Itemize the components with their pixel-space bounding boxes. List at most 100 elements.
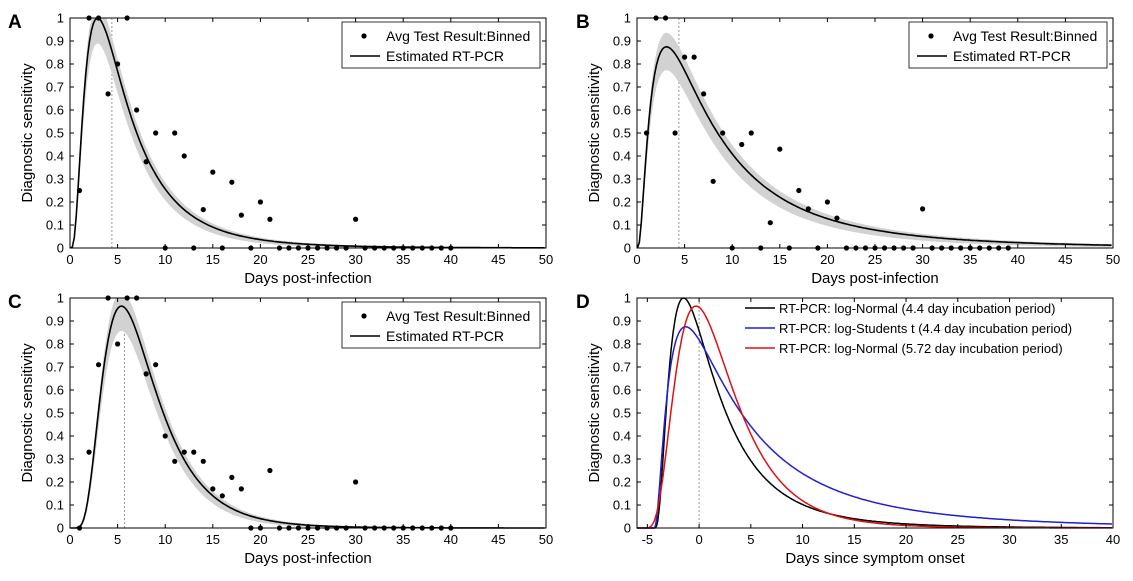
panel-label: C [8, 292, 22, 313]
panel-b: B 0 5 10 15 20 25 30 35 40 45 50 0 0.1 0.2 0.3 0.4 0.5 0.6… [576, 11, 1120, 288]
x-tick-label: 10 [158, 532, 172, 547]
y-tick-label: 0.1 [613, 218, 631, 233]
data-point [796, 187, 802, 194]
x-tick-label: 25 [301, 252, 315, 267]
y-tick-label: 0.2 [46, 475, 64, 490]
x-tick-label: 50 [539, 252, 553, 267]
legend-marker-dot [361, 313, 367, 319]
data-point [162, 433, 168, 439]
data-point [115, 61, 121, 67]
y-tick-label: 0.8 [46, 57, 64, 72]
panel-d: D -5 0 5 10 15 20 25 30 35 40 0 0.1 0.2 0.3 0.4 0.5 0.6 0.… [576, 291, 1120, 568]
x-tick-label: 35 [396, 532, 410, 547]
x-tick-label: 5 [747, 532, 754, 547]
y-tick-label: 0 [624, 241, 631, 256]
confidence-band [70, 298, 545, 528]
x-tick-label: 40 [444, 532, 458, 547]
x-tick-label: 0 [633, 252, 640, 267]
panel-label: B [576, 12, 590, 33]
y-tick-label: 0.7 [46, 360, 64, 375]
data-point [710, 178, 716, 184]
x-tick-label: 15 [206, 532, 220, 547]
y-tick-label: 0.2 [613, 475, 631, 490]
data-point [115, 341, 121, 347]
y-tick-label: 0.4 [46, 149, 64, 164]
data-point [257, 199, 263, 205]
data-point [238, 212, 244, 218]
y-tick-label: 0.9 [613, 314, 631, 329]
panel-a: A 0 5 10 15 20 25 30 35 40 45 50 0 0.1 0.2 0.3 0.4 0.5 0.6… [8, 11, 553, 288]
data-point [805, 206, 811, 212]
x-tick-label: 35 [1054, 532, 1068, 547]
panel-label: A [8, 12, 22, 33]
x-tick-label: 35 [963, 252, 977, 267]
data-point [210, 169, 216, 175]
legend-label: Avg Test Result:Binned [953, 28, 1097, 44]
data-point [691, 54, 697, 60]
data-point [767, 220, 773, 226]
y-tick-label: 0 [624, 521, 631, 536]
data-point [229, 474, 235, 480]
data-point [701, 91, 707, 97]
data-point [172, 458, 178, 464]
y-tick-label: 0.2 [613, 195, 631, 210]
y-tick-label: 0 [57, 521, 64, 536]
x-tick-label: 20 [899, 532, 913, 547]
x-tick-label: 30 [348, 532, 362, 547]
panel-label: D [576, 292, 590, 313]
data-point [267, 467, 273, 474]
data-point [739, 141, 745, 148]
x-tick-label: 20 [253, 252, 267, 267]
y-tick-label: 0.5 [613, 126, 631, 141]
x-tick-label: 40 [444, 252, 458, 267]
y-tick-label: 0.6 [613, 383, 631, 398]
x-tick-label: 30 [1002, 532, 1016, 547]
data-point [153, 362, 159, 368]
data-point [210, 486, 216, 492]
y-tick-label: 0.7 [613, 80, 631, 95]
data-point [105, 91, 111, 97]
data-point [200, 206, 206, 213]
y-tick-label: 0.3 [46, 452, 64, 467]
x-tick-label: 25 [868, 252, 882, 267]
x-tick-label: 25 [301, 532, 315, 547]
x-tick-label: 25 [951, 532, 965, 547]
legend-label: RT-PCR: log-Normal (5.72 day incubation … [779, 341, 1063, 356]
data-point [720, 130, 726, 136]
x-axis-label: Days post-infection [244, 550, 372, 567]
y-tick-label: 0.5 [46, 126, 64, 141]
y-tick-label: 0.1 [613, 498, 631, 513]
legend-label: Avg Test Result:Binned [386, 308, 530, 324]
y-tick-label: 0.1 [46, 218, 64, 233]
panel-c: C 0 5 10 15 20 25 30 35 40 45 50 0 0.1 0.2 0.3 0.4 0.5 0.6… [8, 291, 553, 568]
legend-marker-dot [361, 33, 367, 39]
x-tick-label: 45 [491, 532, 505, 547]
x-axis-label: Days post-infection [811, 270, 939, 287]
x-axis-label: Days since symptom onset [785, 550, 965, 567]
data-point [181, 449, 187, 455]
x-tick-label: 45 [491, 252, 505, 267]
x-tick-label: 40 [1011, 252, 1025, 267]
data-point [153, 130, 159, 136]
x-tick-label: 10 [795, 532, 809, 547]
legend-marker-dot [928, 33, 934, 39]
data-point [86, 449, 92, 455]
y-tick-label: 0.3 [613, 452, 631, 467]
x-tick-label: 15 [206, 252, 220, 267]
y-tick-label: 0.4 [46, 429, 64, 444]
x-tick-label: 5 [114, 532, 121, 547]
legend-label: RT-PCR: log-Normal (4.4 day incubation p… [779, 301, 1056, 316]
data-point [824, 199, 831, 205]
y-tick-label: 0.6 [46, 383, 64, 398]
legend-label: Avg Test Result:Binned [386, 28, 530, 44]
series-line-2 [637, 326, 1112, 529]
legend-box [908, 21, 1108, 69]
y-tick-label: 0.5 [46, 406, 64, 421]
x-tick-label: -5 [642, 532, 654, 547]
data-point [181, 153, 187, 159]
x-tick-label: 15 [847, 532, 861, 547]
data-point [267, 216, 273, 222]
y-tick-label: 0.6 [613, 103, 631, 118]
x-axis-label: Days post-infection [244, 270, 372, 287]
